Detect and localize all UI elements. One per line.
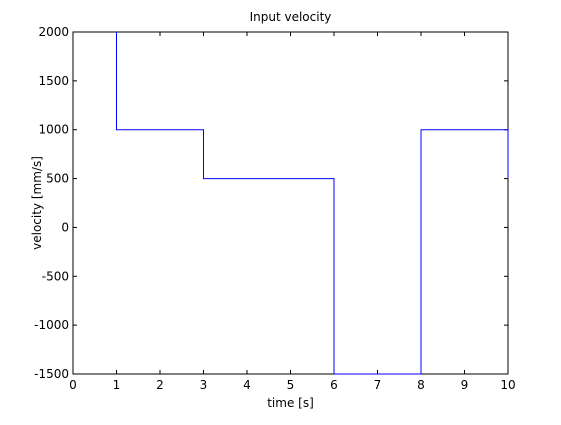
- y-axis-label: velocity [mm/s]: [30, 156, 44, 250]
- y-axis: -1500 -1000 -500 0 500 1000 1500 2000: [34, 25, 508, 381]
- x-tick-label: 3: [200, 378, 208, 392]
- series-layer: [116, 32, 509, 375]
- y-tick-label: 1500: [38, 74, 69, 88]
- y-tick-label: 0: [61, 220, 69, 234]
- x-tick-label: 6: [330, 378, 338, 392]
- x-tick-label: 2: [156, 378, 164, 392]
- y-tick-label: -500: [42, 269, 69, 283]
- y-tick-label: 2000: [38, 25, 69, 39]
- x-tick-label: 10: [500, 378, 515, 392]
- chart-title: Input velocity: [250, 10, 332, 24]
- x-tick-label: 1: [113, 378, 121, 392]
- plot-box: [72, 31, 509, 375]
- x-tick-label: 4: [243, 378, 251, 392]
- x-axis: 0 1 2 3 4 5 6 7 8 9 10: [69, 32, 516, 392]
- y-tick-label: -1500: [34, 367, 69, 381]
- plot-area: [72, 31, 509, 375]
- x-axis-label: time [s]: [267, 396, 314, 410]
- y-tick-label: -1000: [34, 318, 69, 332]
- y-tick-label: 500: [46, 172, 69, 186]
- x-tick-label: 5: [287, 378, 295, 392]
- y-tick-label: 1000: [38, 123, 69, 137]
- x-tick-label: 8: [417, 378, 425, 392]
- x-tick-label: 7: [374, 378, 382, 392]
- x-tick-label: 9: [461, 378, 469, 392]
- x-tick-label: 0: [69, 378, 77, 392]
- series-line-1: [116, 32, 509, 375]
